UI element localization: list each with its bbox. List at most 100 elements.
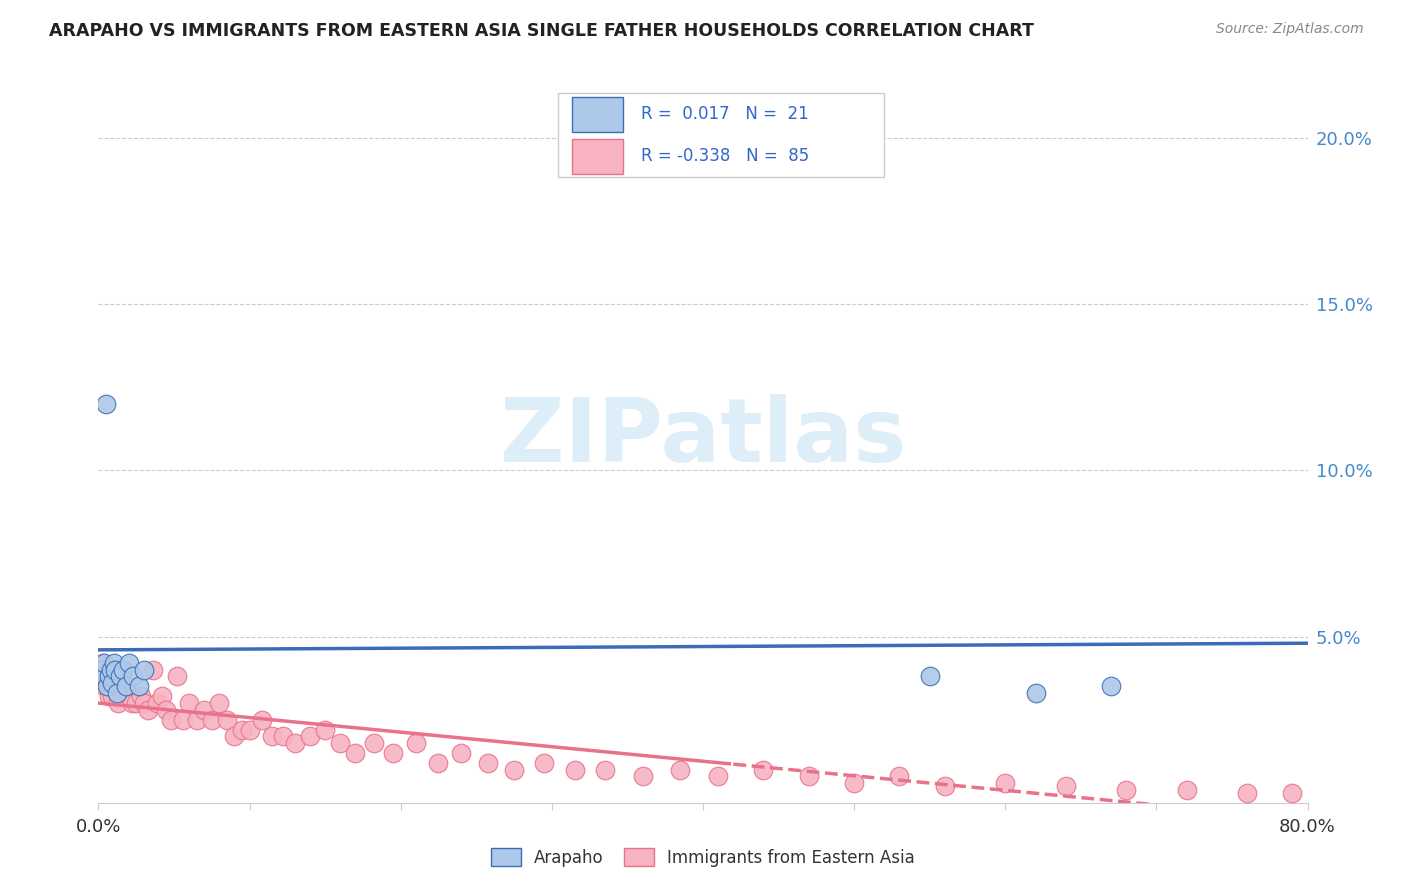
Point (262, 729, 284, 743)
Point (299, 729, 322, 743)
Point (533, 756, 555, 770)
Point (132, 663, 155, 677)
Point (1115, 782, 1137, 797)
Point (239, 723, 262, 737)
Point (564, 763, 586, 777)
Text: ZIPatlas: ZIPatlas (501, 393, 905, 481)
Point (329, 736, 352, 750)
Point (1175, 782, 1198, 797)
Point (669, 763, 692, 777)
Point (193, 703, 215, 717)
Point (105, 686, 128, 700)
Point (132, 696, 155, 710)
Point (114, 680, 136, 694)
Point (118, 690, 141, 704)
Bar (572, 96, 623, 132)
Point (103, 663, 125, 677)
Point (844, 776, 866, 790)
Legend: Arapaho, Immigrants from Eastern Asia: Arapaho, Immigrants from Eastern Asia (482, 840, 924, 875)
Point (707, 769, 730, 783)
Point (94, 663, 117, 677)
Point (593, 763, 616, 777)
Point (271, 729, 294, 743)
Point (93, 680, 115, 694)
Point (129, 690, 152, 704)
Point (186, 713, 208, 727)
Point (93, 656, 115, 670)
Point (427, 756, 450, 770)
FancyBboxPatch shape (558, 94, 884, 178)
Point (918, 669, 941, 683)
Text: Source: ZipAtlas.com: Source: ZipAtlas.com (1216, 22, 1364, 37)
Point (1327, 789, 1350, 804)
Point (111, 663, 134, 677)
Point (93, 669, 115, 683)
Point (450, 746, 472, 760)
Point (110, 663, 132, 677)
Point (136, 703, 159, 717)
Point (150, 690, 173, 704)
Point (215, 713, 238, 727)
Point (96, 676, 118, 690)
Point (93, 669, 115, 683)
Point (100, 680, 122, 694)
Point (118, 656, 141, 670)
Point (179, 696, 201, 710)
Point (121, 696, 143, 710)
Point (889, 769, 911, 783)
Point (104, 663, 127, 677)
Point (314, 723, 336, 737)
Point (94, 669, 117, 683)
Point (797, 769, 820, 783)
Point (105, 686, 128, 700)
Point (1357, 789, 1379, 804)
Point (114, 680, 136, 694)
Point (284, 736, 307, 750)
Point (128, 680, 150, 694)
Point (1236, 786, 1258, 800)
Point (98, 690, 121, 704)
Point (103, 676, 125, 690)
Point (208, 696, 231, 710)
Point (142, 663, 165, 677)
Point (994, 776, 1017, 790)
Point (91, 663, 114, 677)
Point (1312, 789, 1334, 804)
Point (122, 669, 145, 683)
Point (172, 713, 194, 727)
Point (96, 663, 118, 677)
Text: ARAPAHO VS IMMIGRANTS FROM EASTERN ASIA SINGLE FATHER HOUSEHOLDS CORRELATION CHA: ARAPAHO VS IMMIGRANTS FROM EASTERN ASIA … (49, 22, 1033, 40)
Point (631, 769, 654, 783)
Point (224, 729, 246, 743)
Point (91, 669, 114, 683)
Point (1386, 789, 1406, 804)
Point (250, 713, 273, 727)
Text: R = -0.338   N =  85: R = -0.338 N = 85 (641, 147, 810, 165)
Point (104, 669, 127, 683)
Point (98, 669, 121, 683)
Point (98, 669, 121, 683)
Point (231, 723, 253, 737)
Point (503, 763, 526, 777)
Point (108, 669, 131, 683)
Point (1099, 680, 1122, 694)
Point (103, 656, 125, 670)
Point (107, 696, 129, 710)
Bar (572, 139, 623, 174)
Point (101, 690, 124, 704)
Point (1281, 786, 1303, 800)
Point (1024, 686, 1046, 700)
Point (405, 736, 427, 750)
Point (201, 713, 224, 727)
Point (98, 676, 121, 690)
Point (90, 663, 112, 677)
Point (382, 746, 405, 760)
Point (363, 736, 385, 750)
Point (96, 680, 118, 694)
Point (1054, 779, 1077, 793)
Point (100, 663, 122, 677)
Point (155, 703, 177, 717)
Point (146, 696, 169, 710)
Text: R =  0.017   N =  21: R = 0.017 N = 21 (641, 105, 808, 123)
Point (108, 669, 131, 683)
